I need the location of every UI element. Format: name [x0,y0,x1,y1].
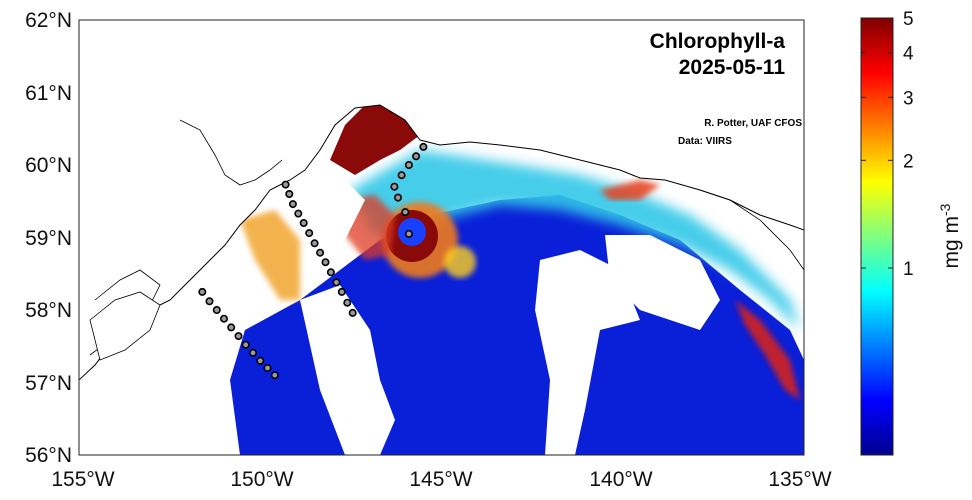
colorbar-gradient [860,17,894,456]
station-marker-seward [337,287,346,296]
lon-tick-150: 150°W [230,468,293,491]
station-marker-seward [281,180,290,189]
land [79,20,804,381]
station-marker-southwest [270,371,279,380]
credit-data: Data: VIIRS [678,136,732,147]
eddy-swirl [444,246,476,278]
colorbar-tick-label: 2 [903,151,914,172]
colorbar-tick-label: 4 [903,44,914,65]
lat-tick-60: 60°N [25,154,72,177]
station-marker-middleton [401,208,410,217]
station-markers [198,142,428,380]
colorbar-label: mg m-3 [937,203,963,268]
station-marker-southwest [249,348,258,357]
lon-tick-145: 145°W [409,468,472,491]
station-marker-southwest [205,297,214,306]
station-marker-middleton [404,229,413,238]
shelf-band-cyan [350,150,800,330]
cloud-gap-southwest [300,285,395,455]
station-marker-southwest [234,332,243,341]
station-marker-seward [326,268,335,277]
station-marker-middleton [397,171,406,180]
cloud-gap-central [535,250,640,455]
southeast-coast-red [735,300,800,400]
cloud-gap-coast [315,180,365,240]
colorbar-tick-label: 1 [903,259,914,280]
lat-tick-58: 58°N [25,299,72,322]
kenai-coastline [179,119,283,186]
ocean-chlorophyll-field [185,90,804,455]
lon-tick-155: 155°W [51,468,114,491]
map-title: Chlorophyll-a [650,30,786,53]
lon-tick-140: 140°W [589,468,652,491]
station-marker-seward [316,248,325,257]
station-marker-middleton [404,161,413,170]
station-marker-middleton [390,182,399,191]
lat-tick-62: 62°N [25,9,72,32]
map-panel [79,20,804,455]
station-marker-southwest [263,363,272,372]
station-marker-seward [343,298,352,307]
colorbar-ticks: 5 4 3 2 1 [861,9,914,280]
map-frame [78,19,805,456]
station-marker-middleton [393,193,402,202]
station-marker-seward [321,258,330,267]
lat-tick-61: 61°N [25,82,72,105]
lon-tick-135: 135°W [768,468,831,491]
station-marker-seward [348,308,357,317]
station-marker-southwest [198,287,207,296]
southeast-coast-line [699,189,804,271]
lat-tick-56: 56°N [25,444,72,467]
station-marker-southwest [256,356,265,365]
coastal-band-red [600,180,660,200]
colorbar-label-main: mg m [940,216,963,269]
credit-author: R. Potter, UAF CFOS [704,118,802,129]
colorbar-label-exp: -3 [937,203,953,216]
station-marker-seward [288,200,297,209]
station-marker-southwest [227,323,236,332]
station-marker-middleton [419,142,428,151]
cloud-gap-east [605,235,720,330]
lat-tick-59: 59°N [25,227,72,250]
station-marker-seward [285,190,294,199]
station-marker-southwest [241,340,250,349]
kodiak-island [89,291,161,361]
station-marker-southwest [220,314,229,323]
station-marker-middleton [412,152,421,161]
longitude-ticks: 155°W 150°W 145°W 140°W 135°W [51,468,831,491]
station-marker-southwest [212,305,221,314]
station-marker-seward [310,239,319,248]
lat-tick-57: 57°N [25,372,72,395]
colorbar-tick-label: 3 [903,88,914,109]
colorbar-tick-label: 5 [903,9,914,30]
latitude-ticks: 62°N 61°N 60°N 59°N 58°N 57°N 56°N [25,9,72,467]
station-marker-seward [305,229,314,238]
station-marker-seward [294,209,303,218]
cook-inlet-streaks [240,210,300,300]
station-marker-seward [332,278,341,287]
station-marker-seward [299,219,308,228]
map-date: 2025-05-11 [679,56,786,79]
colorbar: 5 4 3 2 1 mg m-3 [860,9,963,456]
